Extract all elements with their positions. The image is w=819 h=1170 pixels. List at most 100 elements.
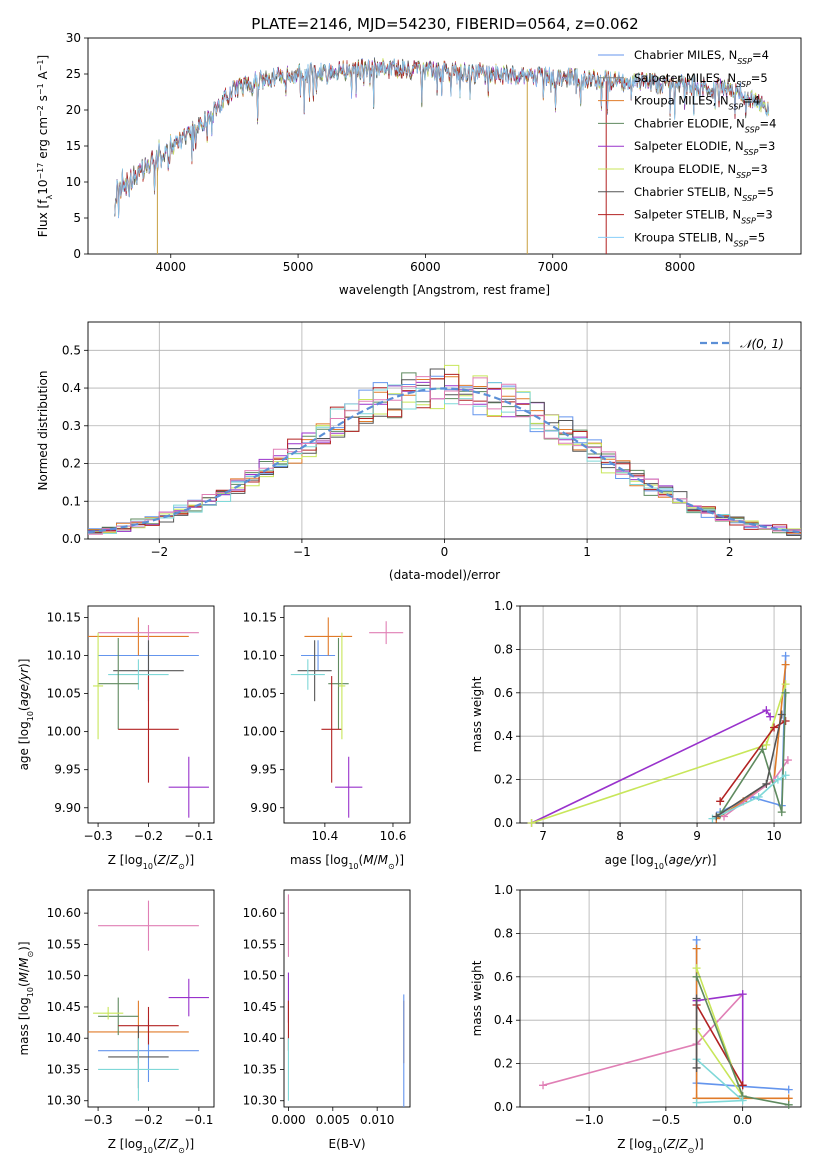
x-tick-label: 5000 <box>283 260 314 274</box>
spectrum-kroupa-stelib <box>114 58 770 219</box>
x-tick-label: 10.6 <box>380 829 407 843</box>
y-tick-label: 0.4 <box>494 1013 513 1027</box>
x-tick-label: −2 <box>150 545 168 559</box>
y-tick-label: 0.4 <box>62 381 81 395</box>
label-part: −1 <box>36 59 45 71</box>
y-tick-label: 10.10 <box>243 648 277 662</box>
label-part: 10 <box>143 1146 153 1155</box>
x-tick-label: −0.3 <box>84 1113 113 1127</box>
label-part: )] <box>185 853 194 867</box>
y-tick-label: 10.55 <box>243 937 277 951</box>
mass-weight-marker <box>692 935 701 944</box>
label-part: Chabrier MILES, N <box>634 48 737 62</box>
mass-weight-marker <box>781 771 790 780</box>
label-part: −17 <box>36 163 45 180</box>
x-tick-label: 9 <box>693 829 701 843</box>
legend-entry: Chabrier ELODIE, NSSP=4 <box>634 116 776 133</box>
label-part: A <box>36 70 50 83</box>
x-tick-label: 6000 <box>410 260 441 274</box>
label-part: 10 <box>36 180 50 195</box>
y-axis-label: Normed distribution <box>36 371 50 491</box>
y-tick-label: 10.50 <box>243 969 277 983</box>
y-tick-label: 0.0 <box>494 1100 513 1114</box>
x-tick-label: 0 <box>441 545 449 559</box>
label-part: SSP <box>737 57 752 66</box>
y-tick-label: 0.3 <box>62 419 81 433</box>
legend-entry: Kroupa STELIB, NSSP=5 <box>634 230 765 248</box>
x-tick-label: −1.0 <box>575 1113 604 1127</box>
x-tick-label: −0.1 <box>184 1113 213 1127</box>
label-part: ( <box>662 1137 667 1151</box>
spectrum-panel: 4000 5000 6000 7000 8000 0 5 10 15 20 25 30 Chabrier… <box>36 31 802 297</box>
label-part: / <box>166 1137 171 1151</box>
label-part: ( <box>17 706 31 711</box>
label-part: Kroupa MILES, N <box>634 94 729 108</box>
label-part: ⊙ <box>388 862 395 871</box>
legend-entry: Salpeter MILES, NSSP=5 <box>634 71 768 89</box>
label-part: =4 <box>760 116 777 130</box>
label-part: age/yr <box>17 667 31 706</box>
y-tick-label: 0.6 <box>494 686 513 700</box>
x-axis-label: age [log10(age/yr)] <box>605 853 717 871</box>
label-part: M <box>17 971 31 982</box>
label-part: Z <box>678 1137 688 1151</box>
mass-weight-marker <box>770 723 779 732</box>
label-part: )] <box>395 853 404 867</box>
mass-weight-marker <box>527 819 536 827</box>
y-tick-label: 10.60 <box>243 906 277 920</box>
label-part: age/yr <box>669 853 708 867</box>
label-part: =4 <box>752 48 769 62</box>
x-tick-label: −1 <box>293 545 311 559</box>
y-tick-label: 10.55 <box>47 937 81 951</box>
label-part: age [log <box>17 721 31 770</box>
x-tick-label: 7000 <box>537 260 568 274</box>
label-part: =5 <box>748 230 765 244</box>
mass-weight-marker <box>762 740 771 749</box>
label-part: / <box>166 853 171 867</box>
y-axis-label: Flux [fλ10−17 erg cm−2 s−1 A−1] <box>36 55 54 237</box>
legend-entry: Kroupa MILES, NSSP=4 <box>634 94 760 112</box>
x-tick-label: 8000 <box>665 260 696 274</box>
label-part: Kroupa STELIB, N <box>634 230 734 244</box>
x-tick-label: −0.1 <box>184 829 213 843</box>
label-part: E(B-V) <box>328 1137 365 1151</box>
y-tick-label: 10.40 <box>47 1031 81 1045</box>
mass-weight-marker <box>754 792 763 801</box>
y-tick-label: 0.2 <box>494 773 513 787</box>
label-part: 10 <box>654 862 664 871</box>
label-part: ( <box>153 1137 158 1151</box>
label-part: =5 <box>751 71 768 85</box>
axes-frame <box>519 889 802 1108</box>
x-tick-label: 2 <box>726 545 734 559</box>
x-axis-label: Z [log10(Z/Z⊙)] <box>617 1137 703 1155</box>
label-part: ⊙ <box>688 1146 695 1155</box>
label-part: mass [log <box>290 853 348 867</box>
label-part: λ <box>45 195 54 200</box>
y-tick-label: 9.90 <box>250 801 277 815</box>
x-tick-label: 0.010 <box>360 1113 394 1127</box>
label-part: ] <box>36 55 50 60</box>
label-part: SSP <box>736 171 751 180</box>
mass-weight-marker <box>692 972 701 981</box>
y-tick-label: 10.15 <box>243 610 277 624</box>
label-part: )] <box>185 1137 194 1151</box>
y-tick-label: 15 <box>66 139 81 153</box>
label-part: )] <box>17 659 31 668</box>
mass-weight-marker <box>783 756 792 765</box>
x-axis-label: mass [log10(M/M⊙)] <box>290 853 404 871</box>
x-tick-label: 0.005 <box>316 1113 350 1127</box>
x-tick-label: 0.0 <box>733 1113 752 1127</box>
y-tick-label: 25 <box>66 67 81 81</box>
y-tick-label: 0.0 <box>494 816 513 830</box>
x-tick-label: 0.000 <box>271 1113 305 1127</box>
x-tick-label: 8 <box>616 829 624 843</box>
y-tick-label: 0.0 <box>62 532 81 546</box>
label-part: s <box>36 95 50 105</box>
label-part: =3 <box>756 208 773 222</box>
label-part: Salpeter STELIB, N <box>634 208 741 222</box>
y-tick-label: 0.6 <box>494 970 513 984</box>
label-part: erg cm <box>36 117 50 163</box>
mass-weight-marker <box>762 706 771 715</box>
mass-weight-series <box>542 993 744 1087</box>
label-part: =3 <box>758 139 775 153</box>
